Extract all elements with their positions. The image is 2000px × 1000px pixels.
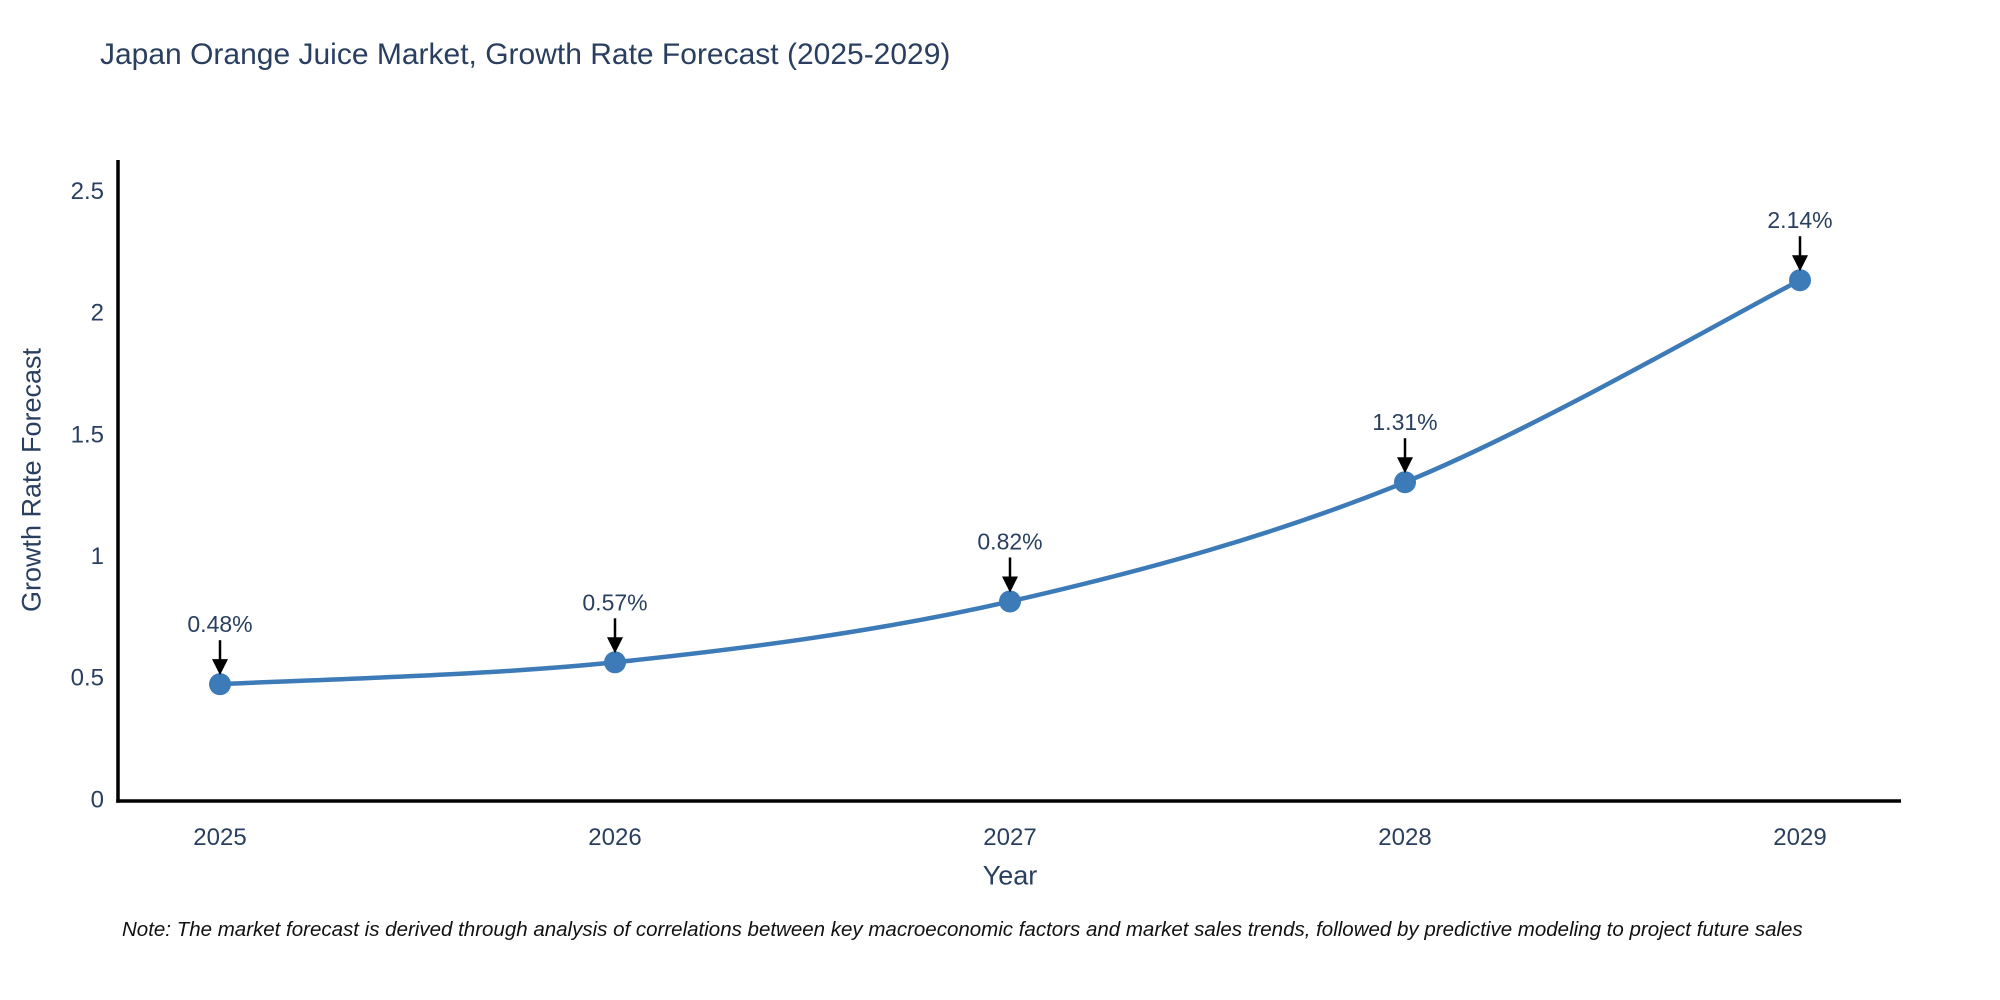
data-point-label: 0.48% — [187, 611, 252, 637]
y-tick-label: 0.5 — [71, 665, 104, 692]
y-tick-label: 1 — [91, 543, 104, 570]
x-tick-label: 2025 — [193, 824, 246, 851]
annotation-arrow-head — [1397, 457, 1413, 474]
data-point-label: 0.82% — [977, 528, 1042, 554]
data-point-marker — [209, 673, 231, 696]
data-point-label: 2.14% — [1767, 207, 1832, 233]
chart-title: Japan Orange Juice Market, Growth Rate F… — [100, 38, 951, 71]
annotation-arrow-head — [1002, 576, 1018, 593]
y-tick-label: 1.5 — [71, 421, 104, 448]
data-point-marker — [604, 651, 626, 674]
y-tick-label: 2 — [91, 300, 104, 327]
data-point-label: 1.31% — [1372, 409, 1437, 435]
x-axis-title: Year — [982, 860, 1038, 891]
footnote: Note: The market forecast is derived thr… — [122, 918, 1803, 941]
x-tick-label: 2027 — [983, 824, 1036, 851]
x-tick-label: 2028 — [1378, 824, 1431, 851]
annotation-arrow-head — [607, 637, 623, 654]
data-point-label: 0.57% — [582, 589, 647, 615]
x-tick-label: 2029 — [1773, 824, 1826, 851]
annotation-arrow-head — [212, 659, 228, 676]
y-tick-label: 0 — [91, 786, 104, 813]
data-point-marker — [1394, 471, 1416, 494]
annotation-arrow-head — [1792, 255, 1808, 272]
y-tick-label: 2.5 — [71, 178, 104, 205]
x-tick-label: 2026 — [588, 824, 641, 851]
data-point-marker — [1789, 269, 1811, 292]
data-point-marker — [999, 590, 1021, 613]
series-line — [217, 277, 1803, 687]
